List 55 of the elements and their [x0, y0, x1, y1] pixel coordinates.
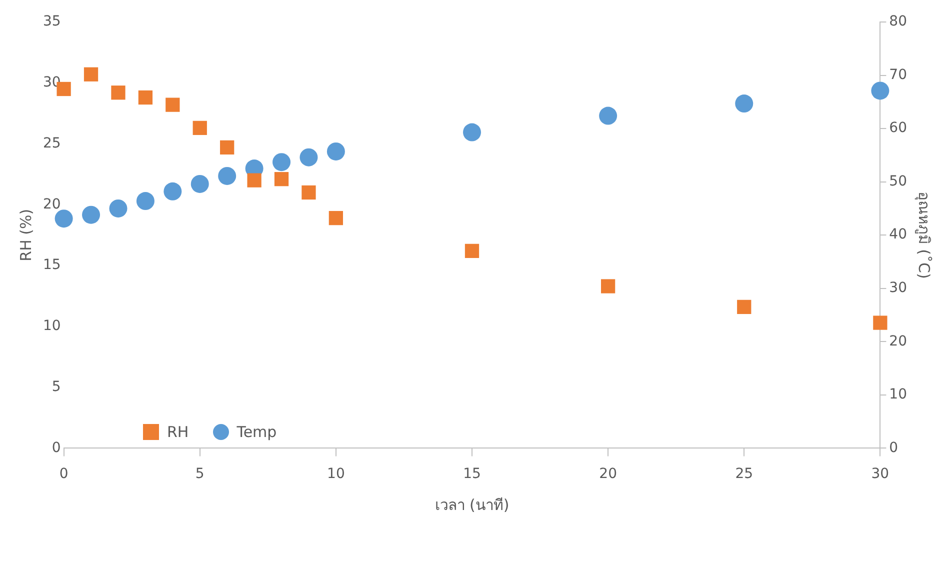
y2-tick-label: 60	[889, 120, 908, 136]
y2-tick-label: 30	[889, 280, 908, 296]
point	[111, 86, 126, 100]
x-axis-title: เวลา (นาที)	[434, 496, 510, 514]
y2-tick-label: 40	[889, 226, 908, 243]
point	[463, 123, 481, 142]
point	[220, 140, 234, 154]
point	[735, 94, 754, 113]
point	[109, 199, 128, 218]
legend-label: RH	[167, 423, 189, 441]
point	[274, 172, 289, 186]
y-tick-label: 20	[42, 196, 61, 212]
point	[247, 173, 262, 188]
point	[164, 182, 182, 200]
point	[737, 300, 752, 314]
y2-tick-label: 80	[889, 14, 908, 30]
x-tick-label: 30	[871, 466, 890, 482]
point	[599, 106, 618, 125]
y2-tick-label: 70	[889, 66, 908, 83]
x-tick-label: 20	[599, 466, 617, 482]
point	[326, 142, 345, 160]
point	[166, 98, 180, 112]
point	[600, 279, 616, 294]
point	[873, 316, 888, 330]
y-tick-label: 0	[52, 440, 61, 456]
y2-tick-label: 50	[889, 173, 908, 190]
point	[302, 185, 316, 200]
point	[272, 153, 291, 172]
point	[136, 192, 154, 210]
point	[54, 210, 73, 228]
x-tick-label: 15	[463, 466, 481, 482]
y-tick-label: 35	[42, 14, 61, 30]
point	[82, 206, 100, 224]
point	[84, 67, 98, 82]
y-axis-title: RH (%)	[16, 208, 35, 262]
legend-label: Temp	[236, 423, 277, 441]
x-tick-label: 10	[327, 466, 345, 482]
point	[464, 244, 480, 258]
y2-axis-title: อุณหภูมิ (˚C)	[914, 191, 934, 279]
point	[138, 90, 153, 105]
point	[300, 148, 318, 166]
y-tick-label: 15	[42, 257, 61, 274]
point	[871, 82, 890, 100]
y2-tick-label: 0	[889, 440, 898, 456]
x-tick-label: 5	[195, 466, 204, 482]
x-tick-label: 25	[735, 466, 754, 482]
y-tick-label: 25	[42, 135, 61, 152]
y2-tick-label: 20	[889, 333, 908, 350]
point	[328, 210, 344, 226]
y2-tick-label: 10	[889, 386, 908, 403]
point	[190, 174, 209, 193]
point	[192, 120, 207, 136]
y-tick-label: 10	[42, 318, 61, 334]
y-tick-label: 5	[52, 378, 61, 395]
point	[218, 166, 236, 185]
